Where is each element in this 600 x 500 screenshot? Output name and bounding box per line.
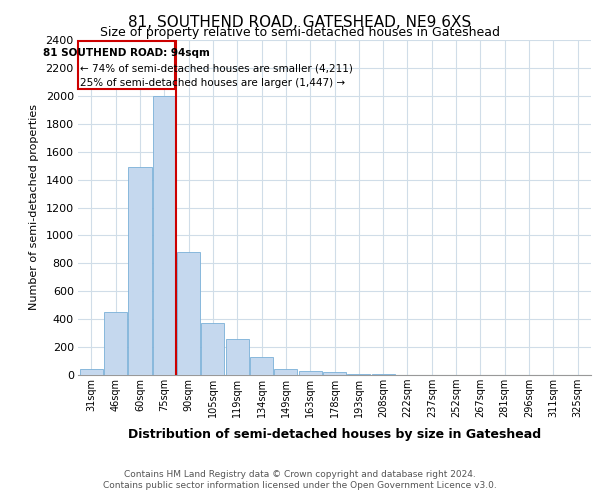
Text: Size of property relative to semi-detached houses in Gateshead: Size of property relative to semi-detach…: [100, 26, 500, 39]
Text: 25% of semi-detached houses are larger (1,447) →: 25% of semi-detached houses are larger (…: [80, 78, 346, 88]
Text: 81 SOUTHEND ROAD: 94sqm: 81 SOUTHEND ROAD: 94sqm: [43, 48, 210, 58]
Text: Contains HM Land Registry data © Crown copyright and database right 2024.: Contains HM Land Registry data © Crown c…: [124, 470, 476, 479]
Bar: [80, 370, 103, 375]
FancyBboxPatch shape: [78, 42, 175, 89]
Bar: [177, 252, 200, 375]
Bar: [299, 371, 322, 375]
Bar: [104, 312, 127, 375]
Bar: [323, 372, 346, 375]
Bar: [153, 96, 176, 375]
Text: Contains public sector information licensed under the Open Government Licence v3: Contains public sector information licen…: [103, 481, 497, 490]
Bar: [347, 374, 370, 375]
Bar: [226, 340, 249, 375]
Bar: [202, 324, 224, 375]
Text: ← 74% of semi-detached houses are smaller (4,211): ← 74% of semi-detached houses are smalle…: [80, 63, 353, 73]
Y-axis label: Number of semi-detached properties: Number of semi-detached properties: [29, 104, 38, 310]
Text: 81, SOUTHEND ROAD, GATESHEAD, NE9 6XS: 81, SOUTHEND ROAD, GATESHEAD, NE9 6XS: [128, 15, 472, 30]
Bar: [250, 357, 273, 375]
Bar: [371, 374, 395, 375]
Bar: [128, 167, 152, 375]
Bar: [274, 370, 298, 375]
X-axis label: Distribution of semi-detached houses by size in Gateshead: Distribution of semi-detached houses by …: [128, 428, 541, 442]
